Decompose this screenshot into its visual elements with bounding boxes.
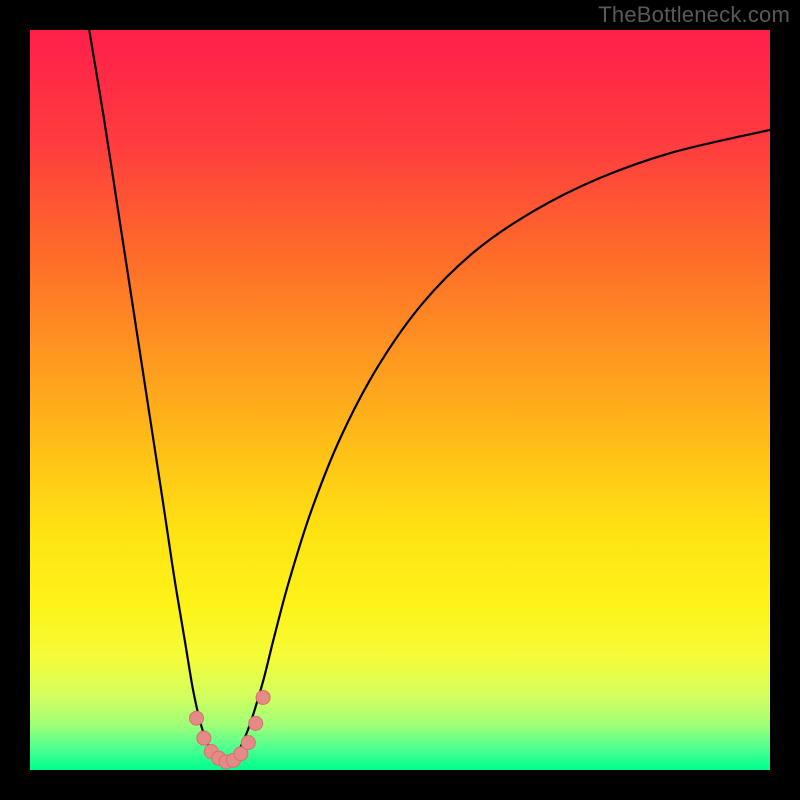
watermark-text: TheBottleneck.com bbox=[598, 2, 790, 28]
curve-marker bbox=[190, 711, 204, 725]
chart-frame: TheBottleneck.com bbox=[0, 0, 800, 800]
curve-marker bbox=[249, 716, 263, 730]
curve-marker bbox=[241, 736, 255, 750]
curve-marker bbox=[256, 690, 270, 704]
curve-marker bbox=[197, 731, 211, 745]
gradient-background bbox=[30, 30, 770, 770]
chart-svg bbox=[30, 30, 770, 770]
plot-area bbox=[30, 30, 770, 770]
